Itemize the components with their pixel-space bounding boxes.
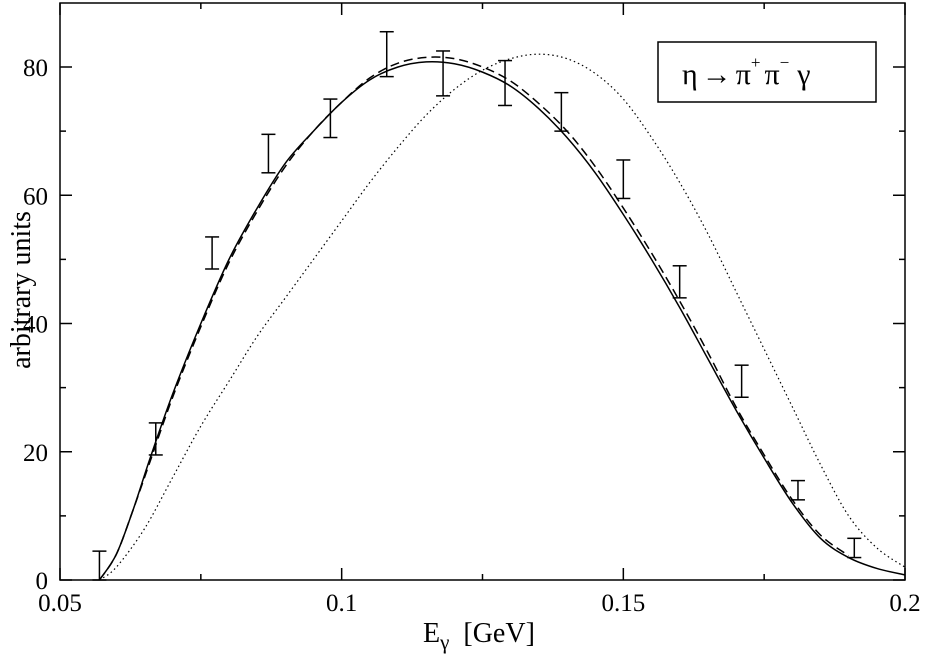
legend-eta: η [682, 58, 698, 91]
legend-pi-plus: π [736, 58, 751, 91]
x-axis-tick-labels: 0.05 0.1 0.15 0.2 [38, 590, 921, 617]
y-tick-label: 20 [23, 440, 48, 467]
x-tick-label: 0.2 [889, 590, 920, 617]
x-tick-label: 0.05 [38, 590, 82, 617]
data-point-error-bar [790, 479, 805, 501]
series-curve-dotted [99, 53, 906, 581]
legend-gamma: γ [796, 58, 810, 91]
legend-minus-sign: − [780, 53, 790, 72]
legend-plus-sign: + [751, 53, 761, 72]
data-point-error-bar [672, 265, 687, 299]
y-tick-label: 60 [23, 183, 48, 210]
x-axis-ticks [59, 3, 906, 580]
data-point-error-bar [554, 91, 569, 132]
data-point-error-bar [261, 133, 276, 174]
x-axis-label-symbol: E [423, 618, 440, 649]
y-tick-label: 0 [36, 568, 49, 595]
x-axis-label-subscript: γ [439, 630, 449, 654]
data-point-error-bar [847, 537, 862, 559]
series-curve-solid [98, 60, 906, 581]
data-point-error-bar [205, 236, 220, 270]
data-point-error-bar [734, 364, 749, 398]
data-point-error-bar [616, 159, 631, 200]
x-tick-label: 0.15 [601, 590, 645, 617]
data-point-error-bar [498, 59, 513, 107]
legend: η → π+ π− γ [657, 41, 877, 103]
y-axis-label: arbitrary units [6, 211, 37, 369]
series-lines [98, 53, 906, 581]
legend-pi-minus: π [764, 58, 779, 91]
legend-arrow: → [702, 58, 732, 91]
x-axis-label-unit: [GeV] [463, 618, 535, 649]
data-error-bars [92, 30, 862, 581]
y-tick-label: 80 [23, 55, 48, 82]
y-axis-tick-labels: 0 20 40 60 80 [23, 55, 48, 595]
data-point-error-bar [92, 550, 107, 581]
legend-label: η → π+ π− γ [682, 53, 810, 91]
data-point-error-bar [436, 50, 451, 97]
data-point-error-bar [148, 422, 163, 456]
y-tick-label: 40 [23, 312, 48, 339]
data-point-error-bar [323, 98, 338, 139]
x-axis-label: Eγ [GeV] [423, 618, 535, 654]
series-curve-dashed [98, 56, 850, 581]
x-tick-label: 0.1 [326, 590, 357, 617]
y-axis-ticks [60, 66, 905, 581]
data-point-error-bar [379, 30, 394, 78]
legend-box [657, 41, 877, 103]
